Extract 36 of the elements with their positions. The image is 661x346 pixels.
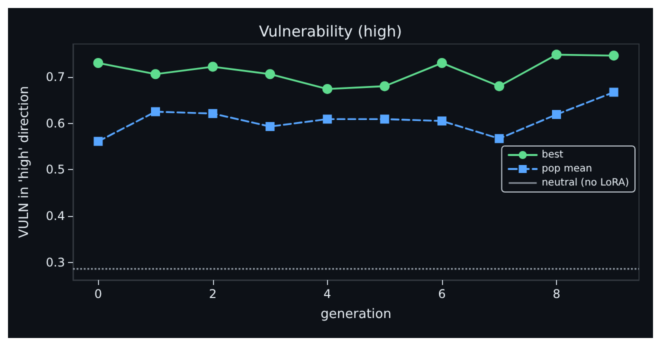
point bbox=[322, 84, 332, 94]
x-axis-title: generation bbox=[320, 307, 392, 322]
point bbox=[437, 116, 446, 126]
legend-label: best bbox=[542, 150, 564, 160]
point bbox=[322, 114, 332, 124]
x-tick-label: 0 bbox=[94, 287, 102, 301]
point bbox=[150, 69, 160, 80]
point bbox=[494, 81, 504, 92]
point bbox=[265, 69, 276, 80]
point bbox=[208, 109, 218, 118]
legend-label: neutral (no LoRA) bbox=[542, 178, 630, 188]
y-tick-label: 0.4 bbox=[46, 209, 65, 224]
y-axis-title: VULN in 'high' direction bbox=[17, 86, 32, 238]
legend-label: pop mean bbox=[542, 164, 592, 174]
point bbox=[552, 110, 562, 119]
x-tick-label: 6 bbox=[438, 287, 446, 301]
point bbox=[94, 136, 103, 146]
chart-title: Vulnerability (high) bbox=[259, 22, 402, 40]
y-tick-label: 0.3 bbox=[46, 255, 65, 270]
point bbox=[380, 81, 390, 92]
point bbox=[208, 62, 218, 72]
point bbox=[93, 58, 104, 68]
point bbox=[494, 134, 504, 144]
point bbox=[436, 58, 447, 68]
y-tick-label: 0.5 bbox=[46, 162, 65, 177]
point bbox=[609, 88, 618, 97]
x-tick-label: 8 bbox=[552, 287, 560, 301]
point bbox=[266, 122, 275, 132]
y-tick-label: 0.7 bbox=[46, 70, 65, 84]
x-tick-label: 2 bbox=[208, 287, 217, 301]
point bbox=[380, 114, 390, 124]
point bbox=[552, 50, 562, 60]
x-tick-label: 4 bbox=[324, 287, 332, 301]
point bbox=[150, 107, 160, 116]
point bbox=[608, 50, 619, 61]
y-tick-label: 0.6 bbox=[46, 116, 65, 130]
